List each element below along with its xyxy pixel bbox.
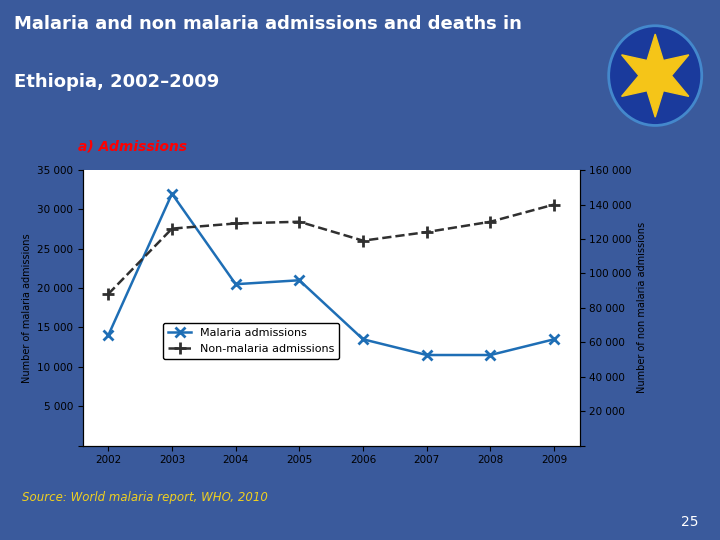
Malaria admissions — [486, 352, 495, 358]
Circle shape — [608, 26, 702, 125]
Non-malaria admissions — [359, 238, 367, 244]
Y-axis label: Number of malaria admissions: Number of malaria admissions — [22, 233, 32, 383]
Malaria admissions — [423, 352, 431, 358]
Non-malaria admissions — [550, 201, 559, 208]
Non-malaria admissions — [486, 219, 495, 225]
Malaria admissions — [231, 281, 240, 287]
Non-malaria admissions — [423, 229, 431, 235]
Non-malaria admissions — [104, 291, 112, 297]
Non-malaria admissions — [168, 225, 176, 232]
Polygon shape — [621, 34, 689, 117]
Malaria admissions — [359, 336, 367, 342]
Line: Malaria admissions: Malaria admissions — [104, 189, 559, 360]
Non-malaria admissions — [231, 220, 240, 227]
Text: Source: World malaria report, WHO, 2010: Source: World malaria report, WHO, 2010 — [22, 491, 267, 504]
Malaria admissions — [168, 191, 176, 197]
Legend: Malaria admissions, Non-malaria admissions: Malaria admissions, Non-malaria admissio… — [163, 322, 339, 359]
Y-axis label: Number of non malaria admissions: Number of non malaria admissions — [637, 222, 647, 393]
Text: a) Admissions: a) Admissions — [78, 139, 186, 153]
Non-malaria admissions — [295, 219, 304, 225]
Text: Malaria and non malaria admissions and deaths in: Malaria and non malaria admissions and d… — [14, 15, 522, 33]
Malaria admissions — [295, 277, 304, 284]
Text: 25: 25 — [681, 516, 698, 529]
Malaria admissions — [550, 336, 559, 342]
Line: Non-malaria admissions: Non-malaria admissions — [102, 198, 560, 300]
Malaria admissions — [104, 332, 112, 339]
Text: Ethiopia, 2002–2009: Ethiopia, 2002–2009 — [14, 72, 220, 91]
